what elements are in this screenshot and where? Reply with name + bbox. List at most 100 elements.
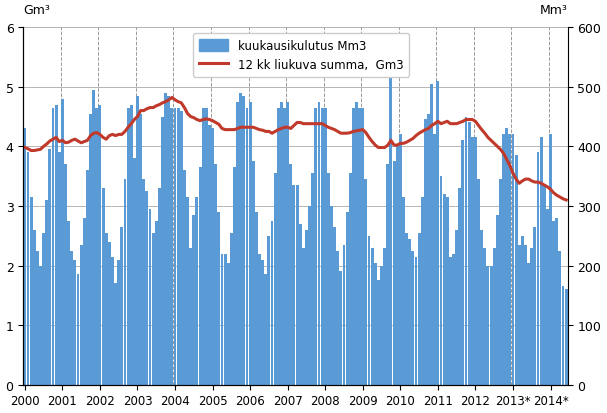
Bar [305, 230, 308, 385]
Bar [255, 212, 258, 385]
Bar [364, 180, 367, 385]
Bar [296, 185, 299, 385]
Bar [558, 251, 561, 385]
Bar [55, 105, 58, 385]
Bar [461, 141, 464, 385]
Text: Mm³: Mm³ [540, 5, 568, 17]
Bar [149, 209, 151, 385]
Bar [415, 257, 418, 385]
Bar [521, 236, 524, 385]
Bar [480, 230, 483, 385]
Bar [171, 108, 174, 385]
Bar [512, 135, 514, 385]
Bar [502, 135, 505, 385]
Bar [396, 147, 399, 385]
Bar [336, 251, 339, 385]
Bar [468, 123, 470, 385]
Bar [474, 138, 477, 385]
Bar [61, 100, 64, 385]
Bar [236, 102, 239, 385]
Bar [117, 260, 120, 385]
Bar [383, 248, 386, 385]
Bar [70, 251, 73, 385]
Bar [317, 102, 320, 385]
Bar [471, 138, 473, 385]
Bar [449, 257, 452, 385]
Bar [174, 108, 177, 385]
Bar [146, 192, 148, 385]
Bar [333, 227, 336, 385]
Bar [89, 114, 92, 385]
Bar [277, 108, 280, 385]
Bar [136, 96, 139, 385]
Bar [527, 263, 530, 385]
Bar [261, 260, 264, 385]
Bar [180, 111, 183, 385]
Bar [439, 177, 443, 385]
Bar [293, 185, 296, 385]
Bar [409, 239, 411, 385]
Text: Gm³: Gm³ [23, 5, 50, 17]
Bar [427, 114, 430, 385]
Bar [540, 138, 543, 385]
Bar [518, 245, 521, 385]
Bar [361, 108, 364, 385]
Bar [67, 221, 70, 385]
Bar [443, 195, 446, 385]
Bar [92, 90, 95, 385]
Bar [130, 105, 133, 385]
Bar [433, 135, 436, 385]
Bar [311, 174, 314, 385]
Bar [24, 129, 26, 385]
Bar [152, 233, 155, 385]
Bar [358, 108, 361, 385]
Bar [39, 266, 42, 385]
Bar [352, 108, 355, 385]
Bar [543, 185, 546, 385]
Bar [111, 257, 114, 385]
Bar [390, 61, 392, 385]
Bar [430, 85, 433, 385]
Bar [342, 245, 345, 385]
Bar [327, 174, 330, 385]
Bar [242, 96, 245, 385]
Bar [192, 215, 195, 385]
Bar [239, 93, 242, 385]
Bar [537, 153, 540, 385]
Bar [565, 290, 568, 385]
Bar [139, 114, 142, 385]
Bar [421, 197, 424, 385]
Bar [555, 218, 558, 385]
Bar [436, 81, 439, 385]
Bar [52, 108, 55, 385]
Bar [374, 263, 377, 385]
Bar [133, 159, 136, 385]
Bar [86, 171, 89, 385]
Bar [549, 135, 552, 385]
Bar [95, 108, 98, 385]
Bar [105, 233, 107, 385]
Bar [217, 212, 220, 385]
Bar [412, 251, 414, 385]
Bar [330, 206, 333, 385]
Bar [114, 284, 117, 385]
Bar [283, 108, 286, 385]
Bar [418, 233, 421, 385]
Bar [464, 117, 467, 385]
Bar [202, 108, 205, 385]
Bar [490, 266, 492, 385]
Bar [486, 266, 489, 385]
Bar [387, 165, 389, 385]
Bar [183, 171, 186, 385]
Bar [195, 197, 198, 385]
Bar [355, 102, 358, 385]
Bar [371, 248, 373, 385]
Bar [158, 189, 161, 385]
Bar [302, 248, 305, 385]
Bar [214, 165, 217, 385]
Bar [161, 117, 164, 385]
Bar [30, 197, 33, 385]
Bar [346, 212, 348, 385]
Bar [524, 245, 527, 385]
Bar [64, 165, 67, 385]
